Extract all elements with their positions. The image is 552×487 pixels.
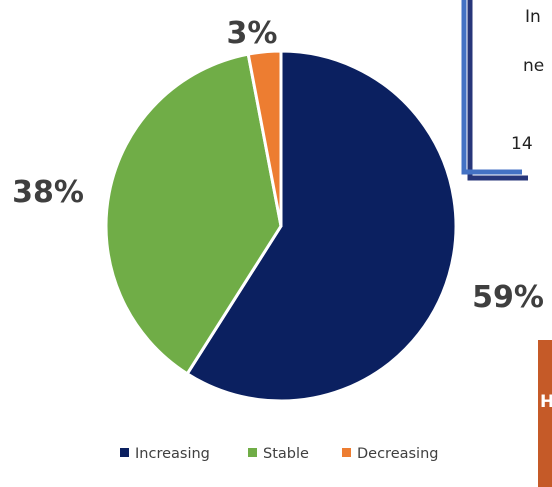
pie-slice-stable xyxy=(104,52,283,376)
data-label-decreasing: 3% xyxy=(227,16,278,51)
legend-label-decreasing: Decreasing xyxy=(357,446,439,462)
callout-line-1: In xyxy=(525,7,541,27)
orange-box-text: H xyxy=(540,392,552,412)
pie-slice-increasing xyxy=(185,49,458,403)
legend-swatch-stable xyxy=(248,448,257,457)
legend-swatch-increasing xyxy=(120,448,129,457)
callout-shadow xyxy=(467,0,528,181)
legend-label-stable: Stable xyxy=(263,446,309,462)
pie-slice-decreasing xyxy=(246,49,283,228)
callout-line-2: ne xyxy=(523,56,544,76)
orange-box: H xyxy=(538,340,552,487)
legend: Increasing Stable Decreasing xyxy=(120,446,439,462)
callout-line-3: 14 xyxy=(511,134,533,154)
callout-border xyxy=(461,0,522,175)
legend-swatch-decreasing xyxy=(342,448,351,457)
data-label-increasing: 59% xyxy=(472,280,544,315)
callout-box: In ne 14 xyxy=(461,0,544,181)
pie-slices xyxy=(104,49,458,403)
legend-label-increasing: Increasing xyxy=(135,446,210,462)
data-label-stable: 38% xyxy=(12,175,84,210)
orange-box-rect xyxy=(538,340,552,487)
